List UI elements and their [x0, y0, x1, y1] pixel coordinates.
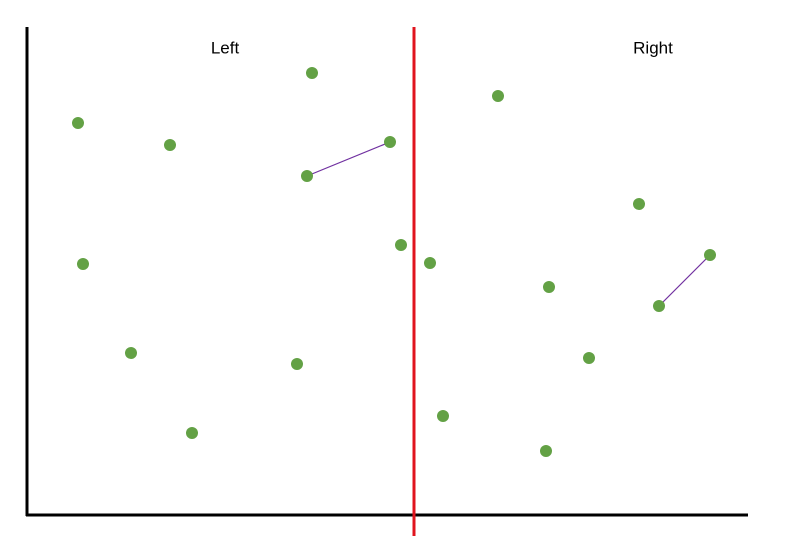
left-points [72, 67, 407, 439]
point [301, 170, 313, 182]
point [72, 117, 84, 129]
point [424, 257, 436, 269]
point [653, 300, 665, 312]
point [543, 281, 555, 293]
right-label: Right [633, 38, 673, 57]
point [633, 198, 645, 210]
point [164, 139, 176, 151]
point [291, 358, 303, 370]
point [704, 249, 716, 261]
point [186, 427, 198, 439]
left-label: Left [211, 38, 240, 57]
point [540, 445, 552, 457]
point [437, 410, 449, 422]
point [77, 258, 89, 270]
point [395, 239, 407, 251]
point [384, 136, 396, 148]
point [583, 352, 595, 364]
pair-line [306, 141, 391, 177]
right-points [424, 90, 716, 457]
pair-line [658, 254, 711, 307]
point [306, 67, 318, 79]
point [125, 347, 137, 359]
point [492, 90, 504, 102]
